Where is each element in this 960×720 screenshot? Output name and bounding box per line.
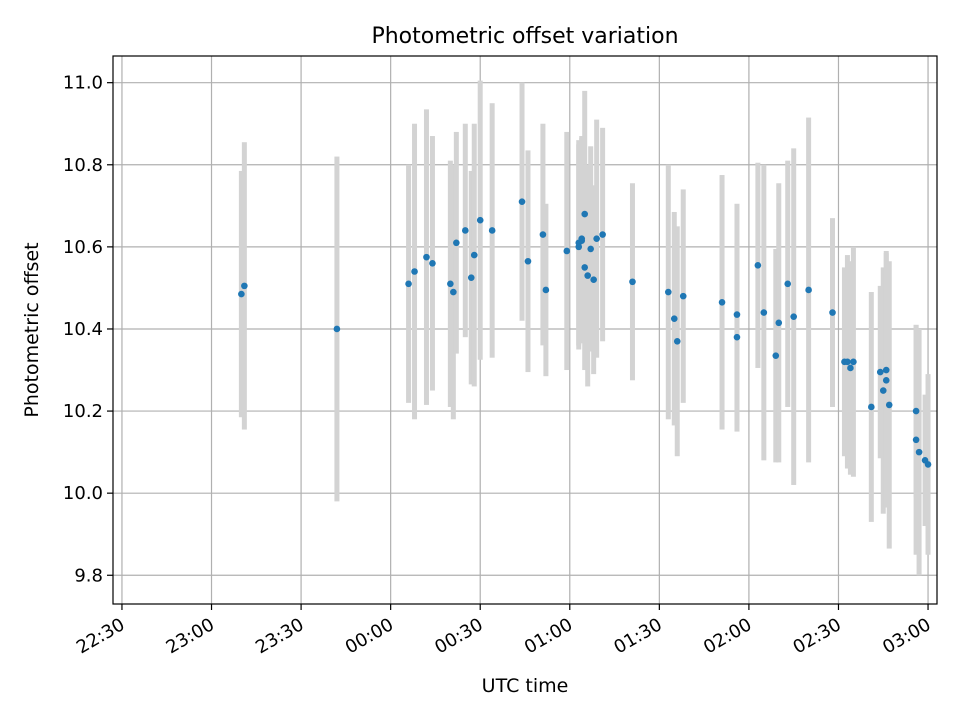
- data-point: [467, 274, 475, 281]
- data-point: [450, 288, 457, 296]
- y-tick-label: 10.6: [63, 237, 103, 258]
- data-point: [423, 253, 430, 261]
- y-tick-label: 10.0: [63, 483, 103, 504]
- data-point: [784, 280, 792, 288]
- plot-frame: [112, 55, 938, 605]
- data-point: [718, 298, 726, 306]
- data-point: [882, 366, 890, 374]
- data-point: [453, 239, 460, 247]
- data-point: [587, 245, 594, 253]
- data-point: [790, 313, 797, 320]
- data-point: [578, 235, 586, 242]
- data-point: [593, 235, 600, 242]
- data-point: [584, 272, 591, 279]
- data-point: [476, 216, 484, 224]
- data-point: [882, 376, 890, 384]
- data-point: [844, 358, 851, 366]
- data-point: [405, 280, 412, 288]
- data-point: [488, 227, 496, 234]
- y-tick-label: 9.8: [74, 565, 103, 586]
- y-axis-title: Photometric offset: [21, 242, 43, 417]
- data-point: [733, 311, 741, 318]
- data-point: [924, 461, 932, 468]
- data-point: [524, 257, 532, 265]
- data-point: [805, 286, 812, 294]
- data-point: [915, 448, 923, 456]
- data-point: [733, 333, 741, 341]
- data-point: [760, 309, 768, 316]
- data-point: [563, 247, 571, 255]
- data-point: [885, 401, 893, 409]
- grid: [113, 56, 937, 604]
- y-tick-label: 10.2: [63, 401, 103, 422]
- y-tick-label: 10.4: [63, 319, 103, 340]
- data-point: [581, 210, 589, 218]
- data-point: [542, 286, 550, 294]
- data-point: [411, 268, 418, 275]
- data-point: [775, 319, 783, 327]
- data-point: [670, 315, 678, 323]
- data-point: [238, 290, 245, 298]
- data-point: [665, 288, 672, 296]
- data-point: [539, 231, 547, 238]
- data-point: [629, 278, 636, 286]
- data-point: [333, 325, 341, 333]
- data-point: [868, 403, 875, 411]
- data-points: [238, 198, 932, 468]
- y-tick-label: 10.8: [63, 155, 103, 176]
- data-point: [447, 280, 454, 288]
- data-point: [429, 259, 436, 267]
- chart-title: Photometric offset variation: [371, 24, 678, 49]
- data-point: [879, 387, 887, 394]
- data-point: [673, 337, 681, 345]
- data-point: [850, 358, 857, 366]
- y-axis: 9.8 10.0 10.2 10.4 10.6 10.8 11.0: [63, 73, 113, 586]
- data-point: [829, 309, 836, 316]
- y-tick-label: 11.0: [63, 73, 103, 94]
- data-point: [590, 276, 597, 284]
- data-point: [679, 292, 687, 300]
- data-point: [599, 231, 606, 238]
- data-point: [581, 264, 589, 271]
- x-axis-title: UTC time: [482, 675, 569, 697]
- data-point: [772, 352, 780, 359]
- data-point: [518, 198, 526, 206]
- data-point: [241, 282, 248, 290]
- data-point: [754, 262, 762, 269]
- data-point: [912, 436, 920, 444]
- data-point: [847, 364, 854, 372]
- data-point: [912, 407, 920, 415]
- data-point: [461, 227, 469, 234]
- data-point: [470, 251, 478, 259]
- data-point: [876, 368, 884, 376]
